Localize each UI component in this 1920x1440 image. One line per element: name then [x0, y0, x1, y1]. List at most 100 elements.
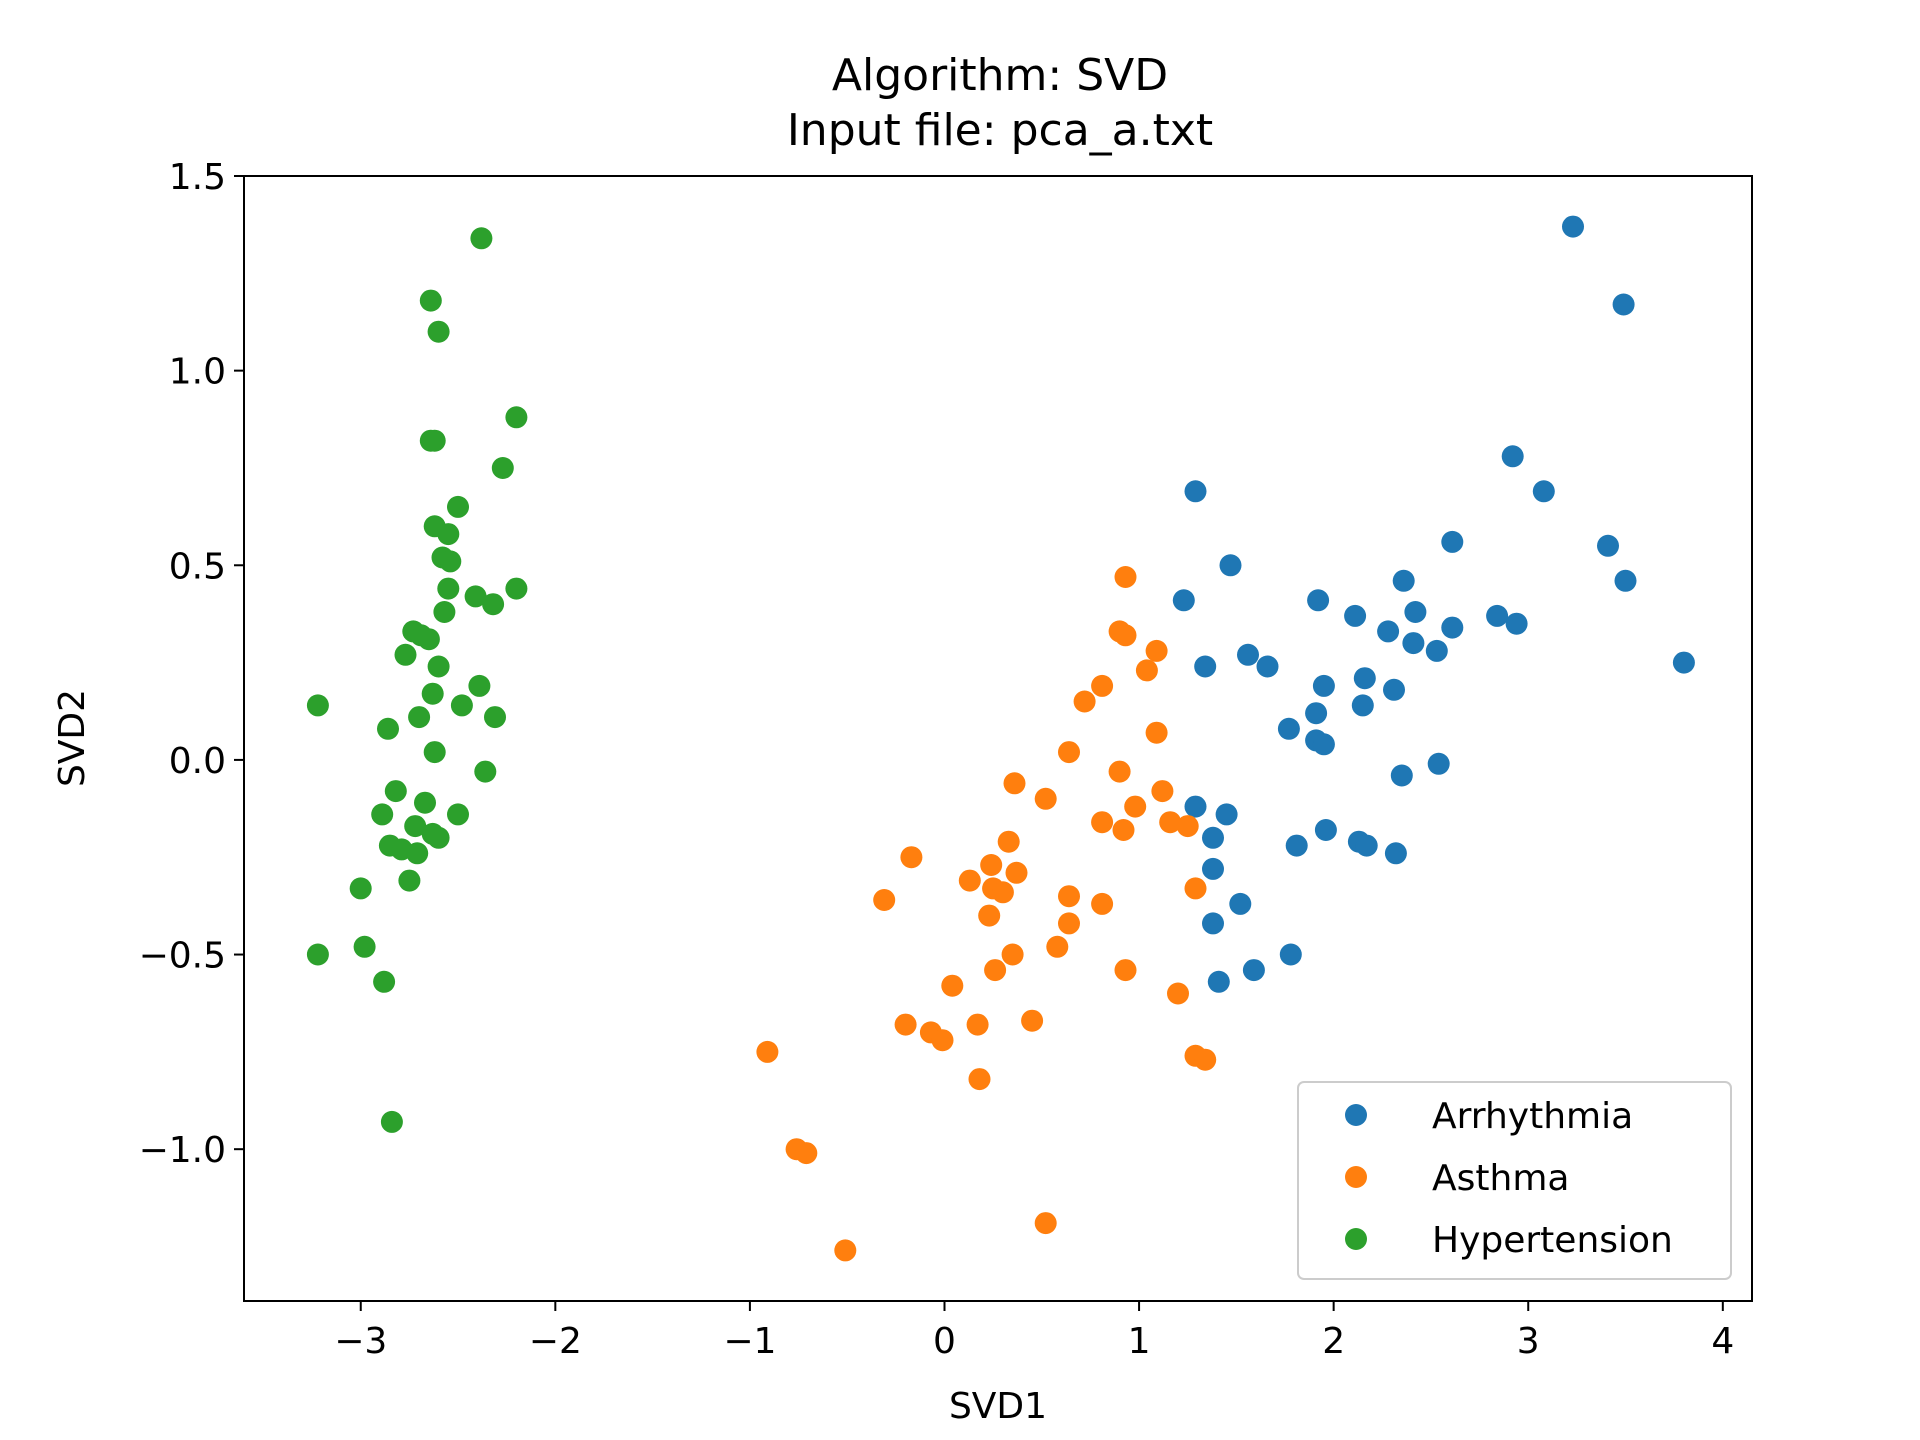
data-point: [394, 643, 417, 666]
data-point: [968, 1068, 991, 1091]
x-tick-label: 3: [1517, 1321, 1540, 1362]
data-point: [1202, 912, 1224, 935]
legend-box: [1297, 1081, 1732, 1280]
data-point: [1597, 534, 1619, 557]
data-point: [1404, 601, 1427, 623]
data-point: [1202, 826, 1224, 849]
data-point: [406, 842, 429, 865]
data-point: [991, 881, 1014, 904]
data-point: [450, 694, 473, 717]
data-point: [1242, 959, 1265, 982]
data-point: [1501, 445, 1524, 468]
x-tick-label: 2: [1322, 1321, 1345, 1362]
data-point: [437, 577, 460, 600]
data-point: [1091, 811, 1114, 834]
data-point: [1058, 741, 1080, 764]
data-point: [1202, 857, 1224, 880]
data-point: [404, 815, 427, 838]
data-point: [1279, 943, 1302, 966]
data-point: [873, 889, 896, 911]
data-point: [1184, 480, 1207, 503]
legend: Arrhythmia Asthma Hypertension: [1297, 1081, 1732, 1280]
data-point: [1312, 733, 1335, 756]
data-point: [1441, 616, 1464, 639]
y-tick-label: −1.0: [139, 1130, 226, 1171]
data-point: [306, 943, 329, 966]
data-point: [1344, 604, 1367, 627]
legend-label-asthma: Asthma: [1432, 1158, 1569, 1199]
data-point: [1486, 604, 1509, 627]
data-point: [1427, 752, 1450, 775]
data-point: [1351, 694, 1374, 717]
data-point: [978, 904, 1001, 927]
series-hypertension: [306, 227, 528, 1133]
data-point: [423, 741, 446, 764]
data-point: [1091, 892, 1114, 915]
data-point: [306, 694, 329, 717]
data-point: [1355, 834, 1378, 857]
data-point: [1562, 215, 1584, 238]
data-point: [1114, 959, 1137, 982]
data-point: [1229, 892, 1252, 915]
data-point: [1058, 912, 1080, 935]
data-point: [1145, 639, 1168, 662]
x-tick-label: 0: [933, 1321, 956, 1362]
data-point: [1237, 643, 1259, 666]
chart-subtitle: Input file: pca_a.txt: [787, 105, 1213, 156]
data-point: [1305, 702, 1328, 725]
data-point: [1091, 674, 1114, 697]
data-point: [468, 674, 491, 697]
data-point: [380, 1110, 403, 1133]
y-axis-ticks: −1.0 −0.5 0.0 0.5 1.0 1.5: [139, 157, 244, 1171]
data-point: [1034, 787, 1057, 810]
data-point: [966, 1013, 989, 1036]
data-point: [349, 877, 372, 900]
data-point: [1135, 659, 1158, 682]
data-point: [1277, 717, 1300, 740]
legend-marker-asthma: [1345, 1166, 1367, 1188]
data-point: [1176, 815, 1199, 838]
data-point: [408, 706, 431, 729]
data-point: [398, 869, 421, 892]
data-point: [1441, 530, 1464, 553]
chart-title: Algorithm: SVD: [832, 50, 1168, 101]
data-point: [1672, 651, 1695, 674]
data-point: [427, 320, 450, 343]
data-point: [1307, 589, 1330, 612]
series-asthma: [756, 566, 1217, 1262]
data-point: [1124, 795, 1147, 818]
data-point: [1114, 624, 1137, 647]
data-point: [1402, 632, 1425, 655]
data-point: [756, 1040, 779, 1063]
data-point: [1314, 819, 1337, 841]
data-point: [1184, 877, 1207, 900]
x-tick-label: 4: [1711, 1321, 1734, 1362]
data-point: [1285, 834, 1308, 857]
data-point: [1505, 612, 1528, 635]
data-point: [1425, 639, 1448, 662]
y-tick-label: 1.5: [169, 157, 226, 198]
data-point: [505, 577, 528, 600]
data-point: [1034, 1212, 1057, 1235]
data-point: [1145, 721, 1168, 744]
data-point: [371, 803, 394, 826]
data-point: [931, 1029, 954, 1052]
data-point: [484, 706, 506, 729]
data-point: [437, 523, 460, 546]
data-point: [417, 628, 440, 651]
data-point: [474, 760, 497, 783]
data-point: [900, 846, 923, 869]
data-point: [447, 495, 469, 518]
data-point: [1384, 842, 1407, 865]
data-point: [1112, 819, 1135, 841]
data-point: [1167, 982, 1189, 1005]
data-point: [941, 974, 964, 997]
data-point: [427, 826, 450, 849]
data-point: [1046, 935, 1069, 958]
data-point: [353, 935, 376, 958]
data-point: [1256, 655, 1279, 678]
y-tick-label: 0.5: [169, 546, 226, 587]
data-point: [421, 682, 444, 705]
data-point: [984, 959, 1007, 982]
